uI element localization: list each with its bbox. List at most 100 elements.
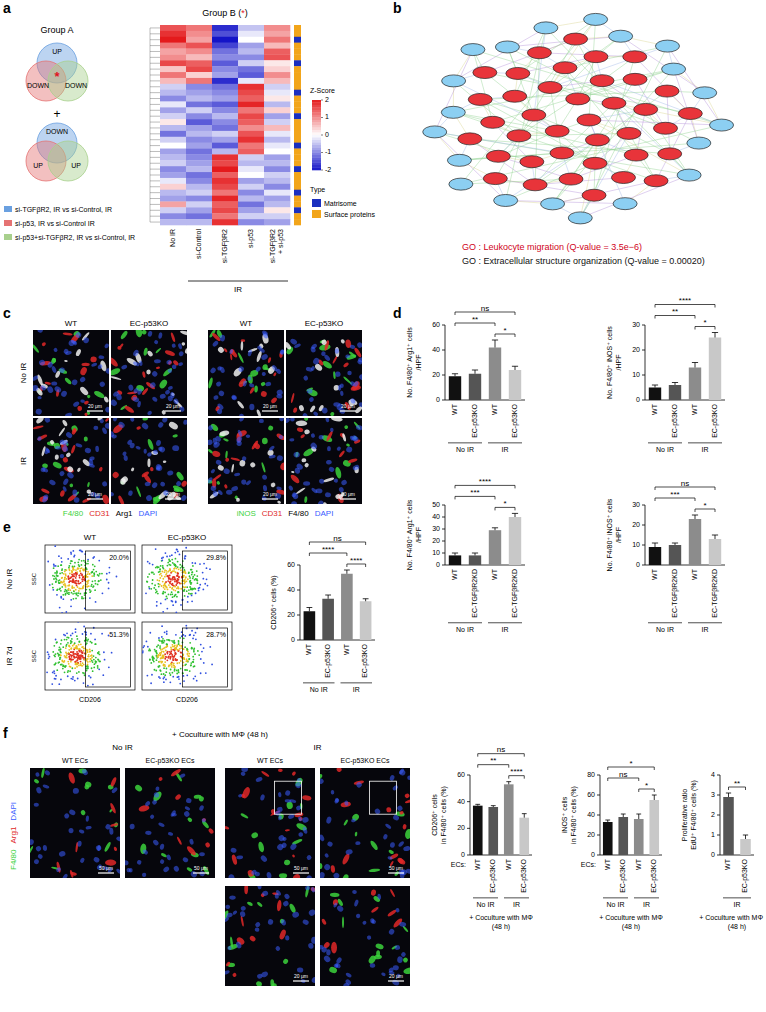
micrograph-blob bbox=[260, 390, 267, 397]
flow-point bbox=[167, 571, 169, 573]
group-label: IR bbox=[234, 285, 242, 294]
colorbar-step bbox=[312, 115, 321, 118]
micrograph-blob bbox=[304, 418, 308, 421]
flow-point bbox=[71, 641, 73, 643]
heatmap-cell bbox=[238, 131, 264, 137]
flow-point bbox=[167, 562, 169, 564]
micrograph-blob bbox=[318, 435, 324, 440]
flow-point bbox=[191, 600, 193, 602]
flow-point bbox=[73, 590, 75, 592]
network-node bbox=[559, 173, 583, 185]
micrograph-blob bbox=[309, 441, 318, 450]
legend-swatch bbox=[4, 206, 12, 212]
micrograph-blob bbox=[93, 426, 98, 430]
type-cell bbox=[294, 31, 301, 37]
figure: abcdefGroup AUPDOWNDOWN*DOWNUPUP+si-TGFβ… bbox=[0, 0, 766, 1012]
type-cell bbox=[294, 149, 301, 155]
micrograph-blob bbox=[44, 448, 51, 455]
micrograph-blob bbox=[111, 376, 122, 381]
micrograph-blob bbox=[345, 446, 352, 453]
stain-label: F4/80 bbox=[288, 509, 309, 518]
flow-point bbox=[64, 585, 66, 587]
flow-point bbox=[166, 597, 168, 599]
flow-point bbox=[168, 558, 170, 560]
dendrogram bbox=[150, 145, 160, 146]
colorbar-step bbox=[312, 140, 321, 143]
flow-point bbox=[89, 651, 91, 653]
micrograph-blob bbox=[33, 385, 39, 392]
flow-point bbox=[167, 575, 169, 577]
micrograph-blob bbox=[59, 454, 64, 459]
heatmap-cell bbox=[212, 172, 238, 178]
flow-point bbox=[72, 569, 74, 571]
heatmap-cell bbox=[264, 37, 290, 43]
flow-point bbox=[87, 685, 89, 687]
flow-point bbox=[75, 572, 77, 574]
micrograph-blob bbox=[230, 394, 238, 402]
micrograph-blob bbox=[158, 445, 166, 453]
heatmap-cell bbox=[238, 43, 264, 49]
dendrogram bbox=[150, 192, 160, 193]
micrograph-blob bbox=[33, 425, 44, 430]
heatmap-cell bbox=[238, 149, 264, 155]
micrograph-blob bbox=[151, 370, 158, 377]
heatmap-cell bbox=[238, 201, 264, 207]
flow-point bbox=[64, 570, 66, 572]
dendrogram bbox=[150, 63, 160, 64]
micrograph-blob bbox=[82, 497, 92, 504]
flow-point bbox=[157, 593, 159, 595]
micrograph-blob bbox=[349, 344, 355, 349]
micrograph-blob bbox=[105, 418, 109, 422]
micrograph-blob bbox=[141, 387, 149, 395]
heatmap-cell bbox=[160, 31, 186, 37]
micrograph-blob bbox=[218, 390, 225, 397]
micrograph-blob bbox=[130, 418, 135, 422]
network-edge bbox=[435, 132, 562, 153]
micrograph-blob bbox=[246, 434, 251, 438]
flow-point bbox=[163, 587, 165, 589]
network-node bbox=[693, 87, 717, 99]
heatmap-cell bbox=[238, 219, 264, 225]
micrograph-blob bbox=[328, 466, 335, 473]
heatmap-cell bbox=[264, 49, 290, 55]
heatmap-cell bbox=[160, 184, 186, 190]
flow-point bbox=[71, 571, 73, 573]
heatmap-cell bbox=[264, 190, 290, 196]
micrograph bbox=[208, 330, 284, 416]
flow-point bbox=[94, 589, 96, 591]
micrograph-blob bbox=[180, 330, 187, 336]
flow-point bbox=[81, 596, 83, 598]
dendrogram bbox=[150, 175, 160, 176]
dendrogram bbox=[150, 133, 160, 134]
micrograph-blob bbox=[230, 457, 240, 462]
heatmap-cell bbox=[160, 119, 186, 125]
flow-point bbox=[56, 579, 58, 581]
micrograph-blob bbox=[353, 347, 362, 358]
micrograph-blob bbox=[321, 351, 327, 357]
micrograph-blob bbox=[151, 396, 158, 403]
heatmap-cell bbox=[186, 84, 212, 90]
micrograph-blob bbox=[147, 330, 153, 337]
flow-point bbox=[77, 567, 79, 569]
flow-point bbox=[207, 585, 209, 587]
flow-point bbox=[95, 601, 97, 603]
heatmap-cell bbox=[264, 131, 290, 137]
axis-label: SSC bbox=[31, 572, 37, 585]
venn-label: DOWN bbox=[27, 82, 49, 89]
micrograph-blob bbox=[164, 389, 171, 395]
flow-point bbox=[102, 674, 104, 676]
heatmap-cell bbox=[160, 96, 186, 102]
micrograph-blob bbox=[225, 457, 230, 462]
network-node bbox=[710, 119, 734, 131]
colorbar-step bbox=[312, 160, 321, 163]
legend-text: si-p53, IR vs si-Control IR bbox=[15, 220, 95, 228]
flow-point bbox=[191, 572, 193, 574]
micrograph-blob bbox=[219, 430, 230, 437]
network-node bbox=[582, 189, 606, 201]
micrograph-blob bbox=[80, 399, 85, 403]
micrograph-blob bbox=[307, 388, 318, 397]
heatmap-cell bbox=[160, 219, 186, 225]
venn-label: UP bbox=[71, 162, 81, 169]
flow-point bbox=[71, 641, 73, 643]
flow-point bbox=[178, 568, 180, 570]
